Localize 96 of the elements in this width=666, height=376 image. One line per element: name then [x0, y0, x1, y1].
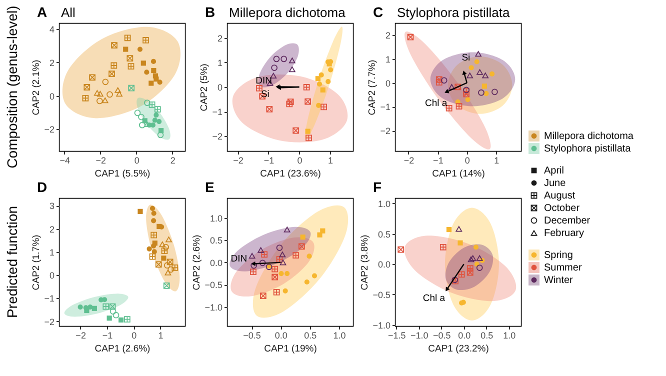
x-tick-label: −1.0 — [410, 330, 428, 340]
x-tick-label: 2 — [170, 156, 176, 166]
x-tick-label: 1.0 — [333, 330, 346, 340]
legend-label: Stylophora pistillata — [544, 144, 632, 154]
legend-label: August — [544, 190, 576, 202]
legend-label: Summer — [544, 262, 582, 274]
text: A — [37, 4, 48, 20]
y-tick-label: −2 — [44, 124, 54, 135]
y-tick-label: 3 — [49, 201, 54, 212]
text: B — [205, 4, 216, 20]
x-tick-label: 0.5 — [480, 330, 494, 340]
y-tick-label: −1.0 — [204, 302, 222, 312]
x-tick-label: −1.5 — [388, 330, 406, 340]
series-label: Chl a — [422, 292, 446, 304]
y-tick-label: 1 — [49, 247, 54, 258]
x-axis-title: CAP1 (14%) — [432, 168, 485, 180]
x-tick-label: 0.0 — [274, 330, 288, 340]
y-tick-label: −0.5 — [204, 280, 222, 290]
y-axis-title: CAP2 (7.7%) — [367, 60, 378, 116]
y-tick-label: 0 — [217, 82, 222, 92]
x-tick-label: −2 — [404, 156, 414, 166]
text: D — [37, 179, 48, 195]
x-tick-label: 0 — [134, 156, 140, 166]
y-tick-label: 0.0 — [210, 258, 222, 268]
legend-label: June — [544, 178, 566, 189]
x-tick-label: 0.5 — [304, 330, 317, 340]
x-tick-label: −1 — [264, 156, 274, 166]
y-tick-label: 2 — [49, 224, 54, 234]
chart-title: Millepora dichotoma — [229, 5, 346, 20]
x-tick-label: −0.5 — [432, 330, 451, 340]
x-tick-label: −4 — [60, 156, 70, 166]
chart-title: Stylophora pistillata — [397, 5, 510, 20]
y-tick-label: 2 — [217, 33, 222, 44]
legend-label: Millepora dichotoma — [544, 131, 634, 142]
y-tick-label: 2 — [49, 58, 54, 68]
y-tick-label: 2 — [385, 30, 390, 40]
x-axis-title: CAP1 (2.6%) — [94, 344, 150, 354]
text: Composition (genus-level) — [4, 6, 20, 168]
y-axis-title: CAP2 (5%) — [199, 64, 210, 112]
y-tick-label: 0 — [49, 270, 54, 281]
y-tick-label: 4 — [49, 24, 54, 34]
x-tick-label: −2 — [233, 156, 244, 166]
x-tick-label: 0 — [464, 156, 470, 166]
y-tick-label: 1 — [385, 54, 390, 64]
text: Predicted function — [4, 206, 20, 318]
y-axis-title: CAP2 (3.8%) — [360, 234, 371, 290]
y-tick-label: −0.5 — [372, 290, 390, 300]
y-tick-label: 1.0 — [378, 198, 390, 209]
legend-label: October — [544, 203, 580, 214]
x-tick-label: −1 — [433, 156, 444, 166]
x-axis-title: CAP1 (23.6%) — [260, 168, 321, 180]
legend-label: December — [544, 216, 591, 226]
y-tick-label: 0 — [49, 91, 54, 102]
x-tick-label: 1 — [494, 156, 500, 166]
y-tick-label: −2 — [44, 316, 54, 327]
y-tick-label: 0.5 — [210, 236, 222, 246]
y-tick-label: 0 — [385, 78, 390, 88]
text: F — [373, 179, 382, 195]
x-tick-label: 1 — [158, 330, 164, 340]
series-label: Si — [462, 52, 470, 64]
y-tick-label: −2 — [212, 132, 222, 142]
legend-label: Spring — [544, 250, 573, 261]
legend-label: Winter — [544, 275, 574, 286]
x-tick-label: 1 — [328, 156, 333, 166]
x-tick-label: −2 — [96, 156, 106, 166]
series-label: DIN — [256, 76, 272, 87]
y-tick-label: −1 — [212, 107, 222, 118]
x-tick-label: 0 — [132, 330, 137, 340]
y-axis-title: CAP2 (2.6%) — [192, 234, 203, 290]
y-tick-label: 1 — [217, 58, 222, 68]
x-tick-label: −2 — [76, 330, 86, 340]
y-tick-label: 0.5 — [378, 229, 390, 240]
x-tick-label: 1.0 — [503, 330, 516, 340]
x-tick-label: −0.5 — [243, 330, 261, 340]
y-axis-title: CAP2 (2.1%) — [31, 60, 42, 116]
series-label: DIN — [230, 253, 248, 264]
x-tick-label: 0.0 — [458, 330, 471, 340]
x-tick-label: −1 — [102, 330, 113, 340]
series-label: Si — [260, 89, 270, 100]
y-tick-label: 1.0 — [210, 214, 222, 224]
x-tick-label: 0 — [297, 156, 302, 166]
x-axis-title: CAP1 (5.5%) — [94, 168, 150, 180]
series-label: Chl a — [425, 98, 448, 110]
y-tick-label: −2 — [380, 126, 390, 136]
x-axis-title: CAP1 (19%) — [264, 344, 317, 354]
y-tick-label: −1 — [44, 294, 54, 304]
y-tick-label: 0.0 — [378, 260, 390, 270]
text: C — [373, 4, 384, 20]
y-tick-label: −1.0 — [372, 320, 390, 330]
chart-title: All — [61, 5, 76, 20]
y-axis-title: CAP2 (1.7%) — [31, 234, 42, 290]
text: E — [205, 179, 214, 195]
y-tick-label: −1 — [380, 102, 390, 112]
x-axis-title: CAP1 (23.2%) — [428, 344, 489, 354]
legend-label: February — [544, 228, 584, 239]
legend-label: April — [544, 166, 564, 176]
